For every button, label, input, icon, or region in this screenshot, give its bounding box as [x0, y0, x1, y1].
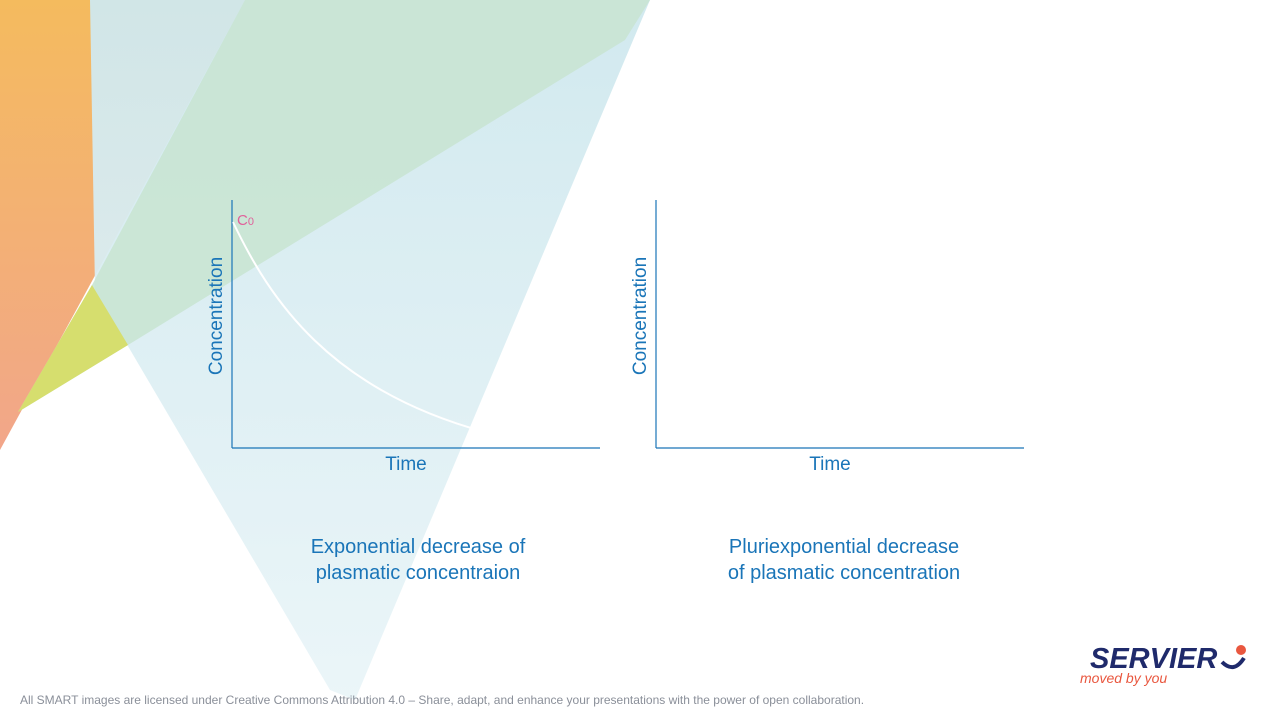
y-axis-label: Concentration [630, 257, 651, 375]
footer: All SMART images are licensed under Crea… [20, 693, 864, 707]
caption-line: of plasmatic concentration [728, 562, 960, 584]
logo: SERVIER moved by you [1080, 643, 1246, 686]
logo-star [1236, 645, 1246, 655]
c0-letter: C [237, 212, 248, 229]
decay-curve [232, 221, 486, 433]
logo-smile [1220, 656, 1246, 670]
y-axis-label: Concentration [206, 257, 227, 375]
caption-line: plasmatic concentraion [316, 562, 521, 584]
bg-lime [18, 285, 128, 412]
logo-tagline: moved by you [1080, 670, 1167, 686]
panel-2: Concentration Time Pluriexponential decr… [630, 200, 1024, 584]
caption-line: Pluriexponential decrease [729, 536, 959, 558]
logo-name: SERVIER [1090, 643, 1217, 675]
x-axis-label: Time [809, 454, 851, 475]
x-axis-label: Time [385, 454, 427, 475]
c0-label: C0 [237, 212, 254, 229]
c0-subscript: 0 [248, 216, 254, 228]
caption-line: Exponential decrease of [311, 536, 526, 558]
bg-green [18, 0, 650, 412]
panel-1: C0 Concentration Time Exponential decrea… [206, 200, 600, 584]
